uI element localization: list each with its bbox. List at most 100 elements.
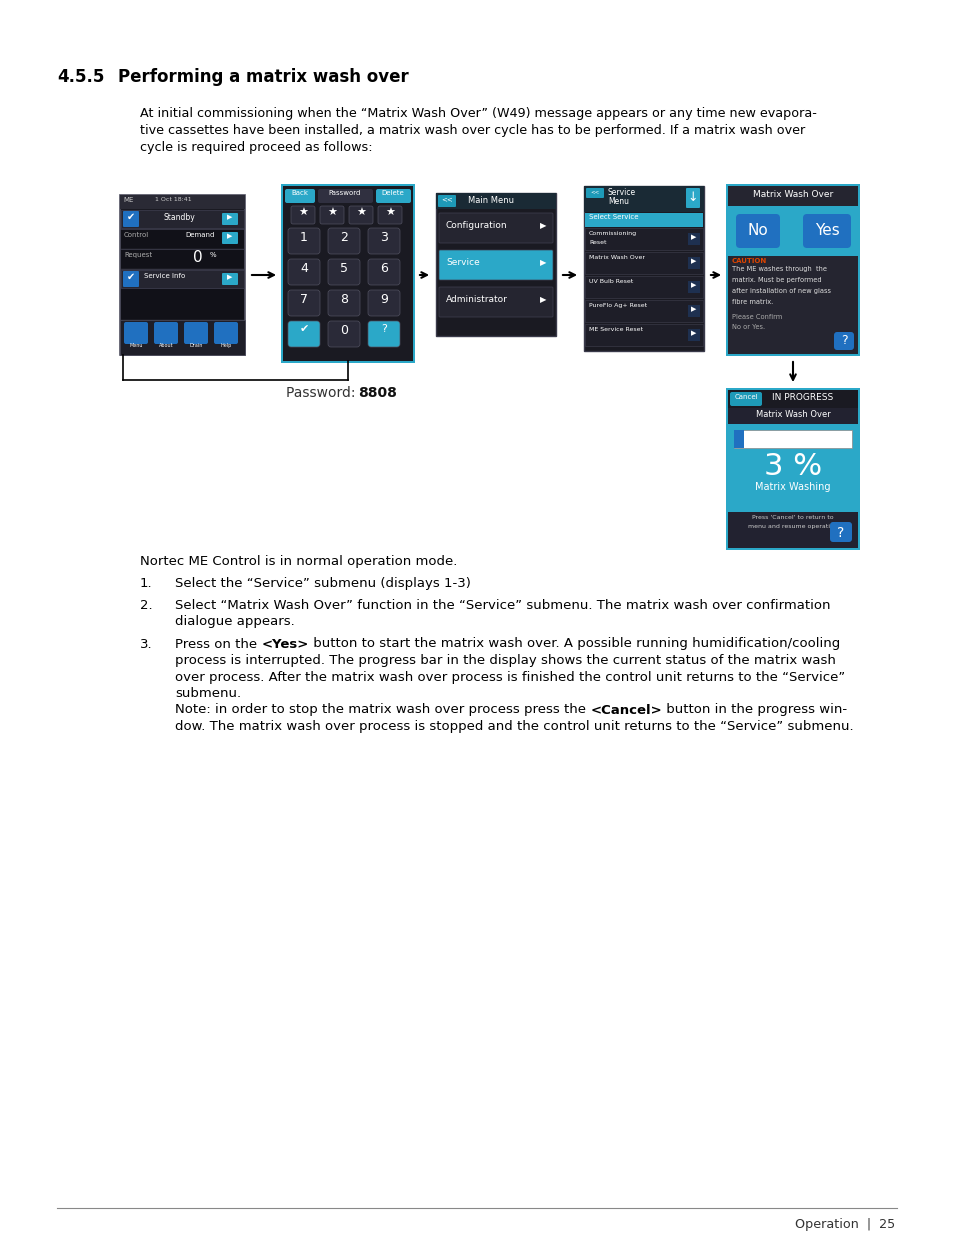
Text: Drain: Drain: [189, 343, 202, 348]
Text: Back: Back: [292, 190, 308, 196]
Text: 6: 6: [379, 262, 388, 275]
FancyBboxPatch shape: [438, 212, 553, 243]
Text: Menu: Menu: [607, 198, 628, 206]
FancyBboxPatch shape: [368, 228, 399, 254]
Bar: [725, 184, 859, 356]
Text: Demand: Demand: [185, 232, 214, 238]
Text: ★: ★: [297, 207, 308, 219]
Text: ▶: ▶: [691, 306, 696, 312]
Text: ▶: ▶: [227, 274, 233, 280]
Text: Password: Password: [329, 190, 361, 196]
Text: menu and resume operation: menu and resume operation: [747, 524, 837, 529]
Text: ?: ?: [840, 333, 846, 347]
Bar: [584, 228, 702, 249]
Text: Matrix Washing: Matrix Washing: [755, 482, 830, 492]
Text: Matrix Wash Over: Matrix Wash Over: [755, 410, 829, 419]
Bar: [121, 289, 244, 319]
Text: Standby: Standby: [163, 212, 194, 222]
Text: <<: <<: [590, 189, 599, 194]
FancyBboxPatch shape: [288, 321, 319, 347]
Text: Main Menu: Main Menu: [468, 196, 514, 205]
Text: Configuration: Configuration: [446, 221, 507, 230]
Bar: [121, 249, 244, 268]
FancyBboxPatch shape: [328, 259, 359, 285]
FancyBboxPatch shape: [328, 228, 359, 254]
FancyBboxPatch shape: [213, 322, 237, 345]
FancyBboxPatch shape: [288, 290, 319, 316]
Text: Select “Matrix Wash Over” function in the “Service” submenu. The matrix wash ove: Select “Matrix Wash Over” function in th…: [174, 599, 830, 613]
Text: About: About: [158, 343, 173, 348]
Text: ?: ?: [837, 526, 843, 540]
Bar: [583, 186, 703, 212]
Text: Service: Service: [446, 258, 479, 267]
Text: cycle is required proceed as follows:: cycle is required proceed as follows:: [140, 141, 373, 154]
FancyBboxPatch shape: [735, 214, 780, 248]
Text: %: %: [210, 252, 216, 258]
Text: <Cancel>: <Cancel>: [590, 704, 661, 716]
FancyBboxPatch shape: [368, 321, 399, 347]
FancyBboxPatch shape: [124, 322, 148, 345]
Text: Menu: Menu: [129, 343, 143, 348]
FancyBboxPatch shape: [222, 212, 237, 225]
FancyBboxPatch shape: [438, 249, 553, 280]
Bar: [436, 193, 556, 336]
Text: Yes: Yes: [814, 224, 839, 238]
FancyBboxPatch shape: [153, 322, 178, 345]
Bar: [583, 186, 703, 351]
Text: Please Confirm: Please Confirm: [731, 314, 781, 320]
Text: 9: 9: [379, 293, 388, 306]
FancyBboxPatch shape: [585, 188, 603, 198]
Bar: [727, 186, 857, 354]
Text: 1.: 1.: [140, 577, 152, 590]
Bar: [727, 424, 857, 513]
FancyBboxPatch shape: [802, 214, 850, 248]
Text: after installation of new glass: after installation of new glass: [731, 288, 830, 294]
FancyBboxPatch shape: [123, 211, 139, 227]
Text: PureFlo Ag+ Reset: PureFlo Ag+ Reset: [588, 303, 646, 308]
Text: ?: ?: [380, 324, 387, 333]
Text: ★: ★: [327, 207, 336, 219]
Bar: [121, 210, 244, 228]
FancyBboxPatch shape: [184, 322, 208, 345]
Text: 7: 7: [299, 293, 308, 306]
Bar: [727, 206, 857, 256]
Text: ME: ME: [123, 198, 133, 203]
Text: 8: 8: [339, 293, 348, 306]
FancyBboxPatch shape: [288, 228, 319, 254]
Text: Control: Control: [124, 232, 149, 238]
FancyBboxPatch shape: [349, 206, 373, 224]
Text: Reset: Reset: [588, 240, 606, 245]
FancyBboxPatch shape: [222, 232, 237, 245]
Text: tive cassettes have been installed, a matrix wash over cycle has to be performed: tive cassettes have been installed, a ma…: [140, 124, 804, 137]
Text: CAUTION: CAUTION: [731, 258, 766, 264]
Text: Commissioning: Commissioning: [588, 231, 637, 236]
Bar: [687, 282, 700, 293]
Text: ▶: ▶: [227, 233, 233, 240]
FancyBboxPatch shape: [368, 259, 399, 285]
Text: ★: ★: [355, 207, 366, 219]
Text: Select the “Service” submenu (displays 1-3): Select the “Service” submenu (displays 1…: [174, 577, 471, 590]
FancyBboxPatch shape: [368, 290, 399, 316]
FancyBboxPatch shape: [317, 189, 373, 203]
Text: Nortec ME Control is in normal operation mode.: Nortec ME Control is in normal operation…: [140, 555, 456, 568]
Bar: [121, 270, 244, 288]
Text: 4: 4: [300, 262, 308, 275]
Bar: [725, 388, 859, 550]
Bar: [733, 430, 851, 448]
FancyBboxPatch shape: [319, 206, 344, 224]
Text: No or Yes.: No or Yes.: [731, 324, 764, 330]
Bar: [687, 257, 700, 269]
Bar: [120, 195, 245, 209]
Text: Select Service: Select Service: [588, 214, 638, 220]
Text: The ME washes through  the: The ME washes through the: [731, 266, 826, 272]
FancyBboxPatch shape: [833, 332, 853, 350]
Bar: [727, 256, 857, 354]
Bar: [727, 408, 857, 424]
FancyBboxPatch shape: [222, 273, 237, 285]
FancyBboxPatch shape: [729, 391, 761, 406]
Text: Service Info: Service Info: [144, 273, 185, 279]
Text: 1 Oct 18:41: 1 Oct 18:41: [154, 198, 192, 203]
FancyBboxPatch shape: [685, 188, 700, 207]
Text: ✔: ✔: [127, 212, 135, 222]
Bar: [436, 193, 556, 209]
